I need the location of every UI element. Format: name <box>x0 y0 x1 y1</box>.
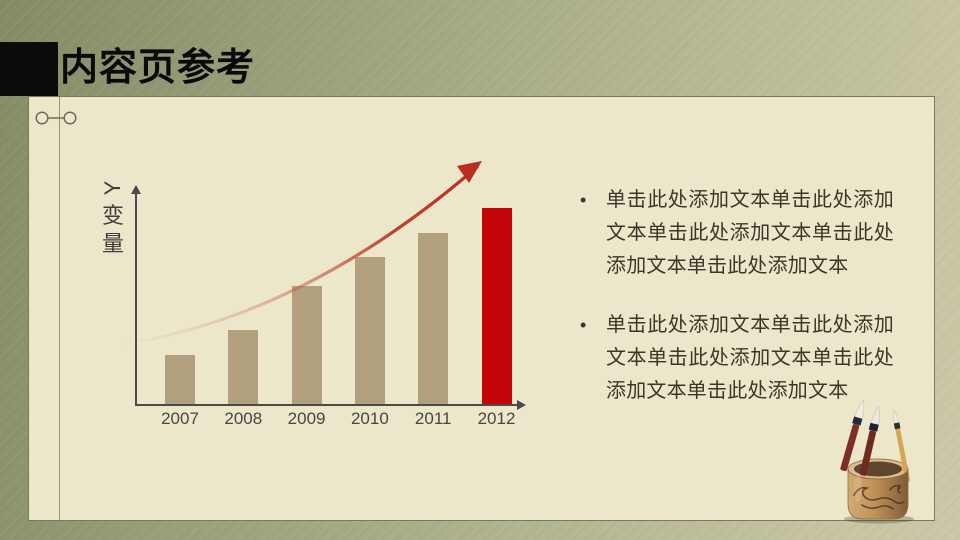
slide-title: 内容页参考 <box>60 47 256 89</box>
list-item: • 单击此处添加文本单击此处添加文本单击此处添加文本单击此处添加文本单击此处添加… <box>580 309 910 408</box>
bullet-text: 单击此处添加文本单击此处添加文本单击此处添加文本单击此处添加文本单击此处添加文本 <box>606 189 894 277</box>
panel-divider-line <box>59 97 60 520</box>
placeholder-text-list: • 单击此处添加文本单击此处添加文本单击此处添加文本单击此处添加文本单击此处添加… <box>580 184 910 434</box>
bullet-text: 单击此处添加文本单击此处添加文本单击此处添加文本单击此处添加文本单击此处添加文本 <box>606 314 894 402</box>
x-tick-2011: 2011 <box>414 409 452 428</box>
x-tick-2012: 2012 <box>477 409 516 428</box>
list-item: • 单击此处添加文本单击此处添加文本单击此处添加文本单击此处添加文本单击此处添加… <box>580 184 910 283</box>
y-axis-line <box>135 193 137 405</box>
x-tick-2008: 2008 <box>224 409 263 428</box>
x-tick-2007: 2007 <box>161 409 199 428</box>
circle-link-ornament-icon <box>35 111 77 125</box>
x-axis-arrow-icon <box>517 400 526 410</box>
x-axis-tick-labels: 2007 2008 2009 2010 2011 2012 <box>136 409 521 433</box>
bar-2009 <box>291 286 322 404</box>
y-axis-label-char: 变 <box>101 203 124 228</box>
brush-pot-illustration <box>840 399 914 524</box>
title-accent-block <box>0 42 58 96</box>
bar-series <box>136 208 521 404</box>
x-tick-2009: 2009 <box>287 409 326 428</box>
bullet-icon: • <box>580 315 587 335</box>
y-axis-label-char: 量 <box>101 231 124 256</box>
y-axis-arrow-icon <box>131 185 141 194</box>
trend-arrow-icon <box>116 161 482 347</box>
bar-2010 <box>354 257 385 404</box>
x-axis-line <box>135 404 518 406</box>
bar-2011 <box>418 233 449 404</box>
bar-2008 <box>228 330 259 404</box>
x-tick-2010: 2010 <box>350 409 389 428</box>
bar-2012 <box>481 208 512 404</box>
bar-2007 <box>165 355 195 404</box>
bullet-icon: • <box>580 190 587 210</box>
